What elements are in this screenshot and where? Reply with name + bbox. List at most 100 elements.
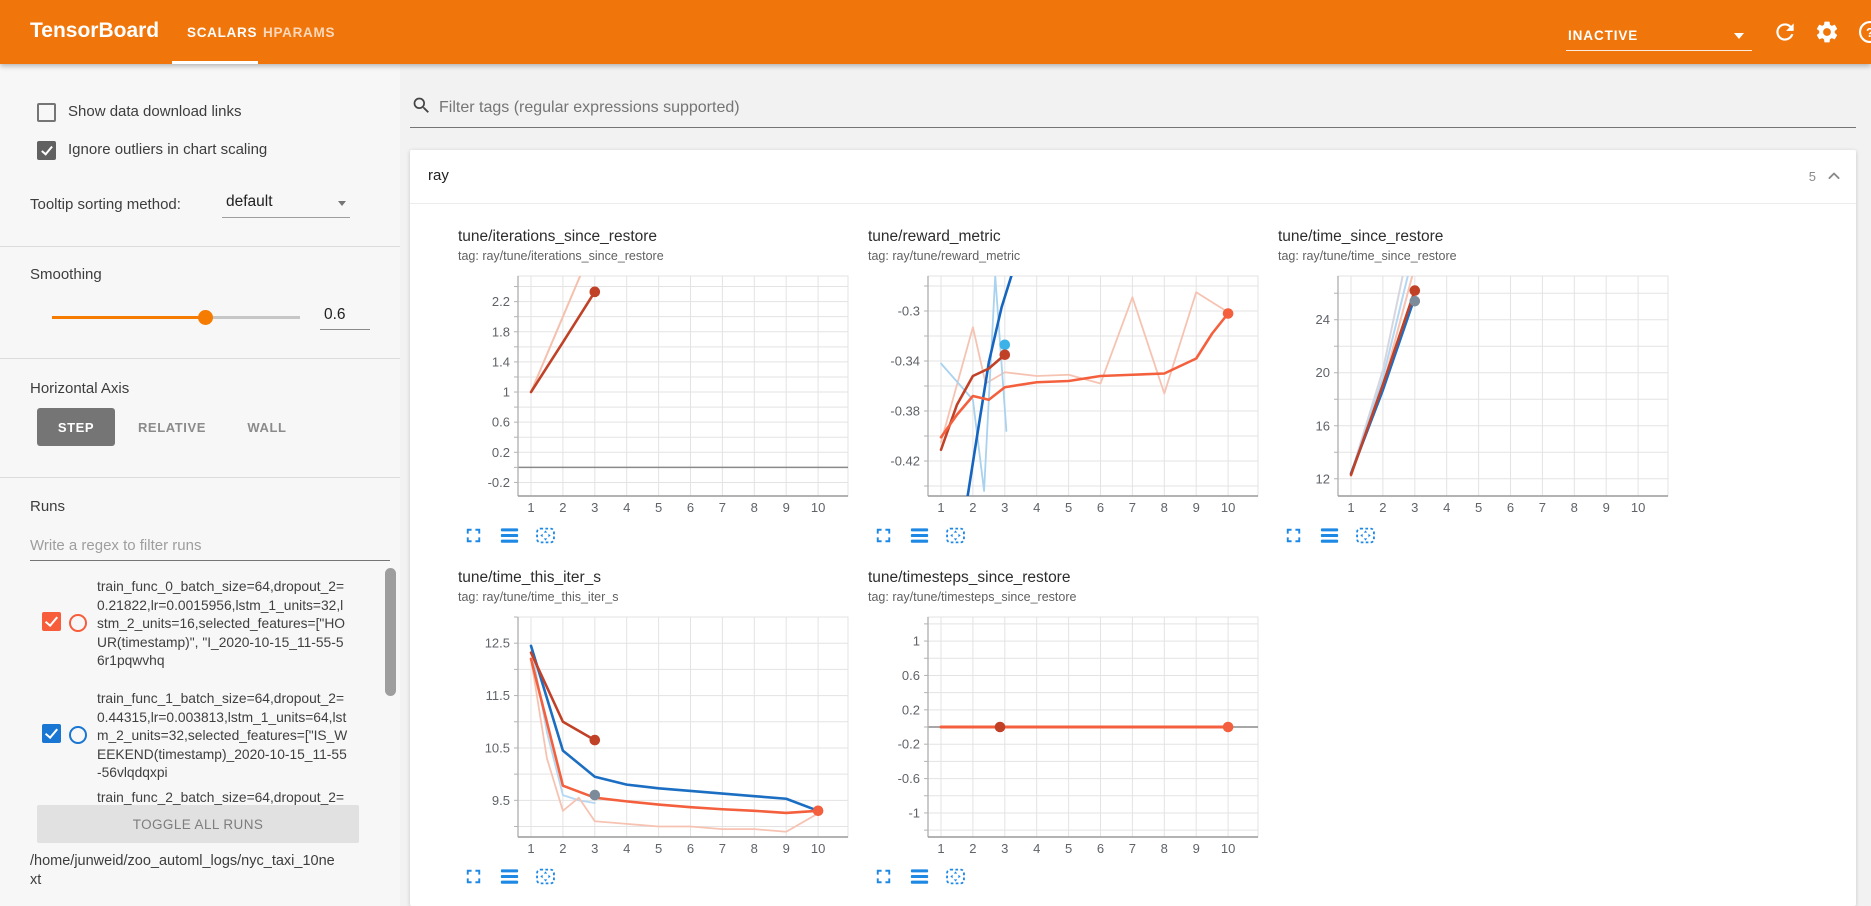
series-line [1350, 276, 1404, 476]
data-point-dot [812, 805, 824, 817]
svg-text:7: 7 [1539, 500, 1546, 515]
fit-domain-icon[interactable] [534, 865, 557, 888]
smoothing-slider[interactable] [52, 310, 300, 325]
refresh-icon[interactable] [1772, 19, 1798, 45]
svg-text:6: 6 [1097, 841, 1104, 856]
tooltip-sorting-select[interactable]: default [222, 190, 350, 218]
series-line [529, 290, 597, 394]
chart-plot[interactable]: 2.2 1.8 1.4 1 0.6 0.2 -0.2 1 2 3 4 5 6 7 8 9 10 [458, 274, 850, 516]
data-point-dot [999, 339, 1011, 351]
chevron-up-icon[interactable] [1824, 166, 1844, 186]
axis-step-button[interactable]: STEP [37, 408, 115, 446]
gear-icon[interactable] [1814, 19, 1840, 45]
data-point-dot [1222, 721, 1234, 733]
fullscreen-icon[interactable] [1282, 524, 1305, 547]
series-line [529, 657, 820, 815]
chart-toolbar [872, 865, 1260, 888]
svg-text:10: 10 [1221, 500, 1235, 515]
toggle-all-runs-button[interactable]: TOGGLE ALL RUNS [37, 805, 359, 843]
chart-title: tune/time_this_iter_s [458, 569, 602, 586]
ignore-outliers-checkbox[interactable] [37, 141, 56, 160]
chart-plot[interactable]: 12.5 11.5 10.5 9.5 1 2 3 4 5 6 7 8 9 10 [458, 615, 850, 857]
svg-text:5: 5 [1065, 500, 1072, 515]
horizontal-bars-icon[interactable] [908, 865, 931, 888]
divider [0, 477, 400, 478]
svg-text:20: 20 [1316, 365, 1330, 380]
chart-tag: tag: ray/tune/time_this_iter_s [458, 590, 619, 604]
horizontal-bars-icon[interactable] [498, 865, 521, 888]
run-label[interactable]: train_func_0_batch_size=64,dropout_2=0.2… [97, 579, 346, 669]
svg-text:0.2: 0.2 [492, 445, 510, 460]
svg-text:9: 9 [1603, 500, 1610, 515]
fullscreen-icon[interactable] [872, 865, 895, 888]
fullscreen-icon[interactable] [462, 524, 485, 547]
charts-grid: tune/iterations_since_restore tag: ray/tu… [410, 204, 1856, 898]
fit-domain-icon[interactable] [944, 524, 967, 547]
show-download-links-label: Show data download links [68, 103, 242, 120]
svg-text:3: 3 [1001, 500, 1008, 515]
tab-scalars[interactable]: SCALARS [187, 25, 258, 40]
svg-text:6: 6 [1097, 500, 1104, 515]
run-label[interactable]: train_func_1_batch_size=64,dropout_2=0.4… [97, 691, 348, 781]
status-value: INACTIVE [1568, 28, 1639, 43]
run-radio[interactable] [69, 614, 87, 632]
chart-plot[interactable]: -0.3 -0.34 -0.38 -0.42 1 2 3 4 5 6 7 8 9 10 [868, 274, 1260, 516]
svg-text:5: 5 [1065, 841, 1072, 856]
slider-thumb[interactable] [198, 310, 213, 325]
svg-text:7: 7 [1129, 841, 1136, 856]
help-icon[interactable]: ? [1857, 19, 1871, 45]
fullscreen-icon[interactable] [462, 865, 485, 888]
chart-plot[interactable]: 24 20 16 12 1 2 3 4 5 6 7 8 9 10 [1278, 274, 1670, 516]
chart-tag: tag: ray/tune/timesteps_since_restore [868, 590, 1077, 604]
svg-text:1.4: 1.4 [492, 354, 510, 369]
svg-text:-1: -1 [908, 805, 920, 820]
slider-track [205, 316, 300, 319]
fit-domain-icon[interactable] [944, 865, 967, 888]
fullscreen-icon[interactable] [872, 524, 895, 547]
svg-text:24: 24 [1316, 312, 1330, 327]
chart-svg: -0.3 -0.34 -0.38 -0.42 1 2 3 4 5 6 7 8 9 10 [890, 275, 1259, 515]
svg-text:7: 7 [719, 841, 726, 856]
svg-text:9.5: 9.5 [492, 793, 510, 808]
svg-text:8: 8 [751, 841, 758, 856]
chart-toolbar [872, 524, 1260, 547]
chart-plot[interactable]: 1 0.6 0.2 -0.2 -0.6 -1 1 2 3 4 5 6 7 8 9 10 [868, 615, 1260, 857]
divider [0, 358, 400, 359]
ray-section-card: ray 5 tune/iterations_since_restore tag: … [410, 150, 1856, 906]
run-row: train_func_0_batch_size=64,dropout_2=0.2… [30, 576, 362, 672]
smoothing-value-input[interactable] [320, 302, 370, 330]
data-point-dot [994, 721, 1006, 733]
chart-card: tune/time_this_iter_s tag: ray/tune/time_… [440, 557, 850, 888]
chart-title: tune/time_since_restore [1278, 228, 1444, 245]
axis-relative-button[interactable]: RELATIVE [137, 419, 207, 435]
svg-text:4: 4 [623, 841, 630, 856]
run-radio[interactable] [69, 726, 87, 744]
svg-text:3: 3 [591, 500, 598, 515]
fit-domain-icon[interactable] [1354, 524, 1377, 547]
show-download-links-checkbox[interactable] [37, 103, 56, 122]
svg-text:1: 1 [527, 500, 534, 515]
data-point-dot [1222, 308, 1234, 319]
tag-filter-input[interactable] [437, 93, 1441, 123]
run-label[interactable]: train_func_2_batch_size=64,dropout_2= [97, 790, 345, 805]
svg-text:10: 10 [1631, 500, 1645, 515]
run-checkbox[interactable] [42, 612, 61, 631]
chevron-down-icon [1734, 33, 1744, 44]
axis-wall-button[interactable]: WALL [247, 419, 287, 435]
svg-text:1: 1 [937, 500, 944, 515]
run-checkbox[interactable] [42, 724, 61, 743]
svg-text:8: 8 [751, 500, 758, 515]
settings-sidebar: Show data download links Ignore outliers… [0, 64, 400, 906]
horizontal-bars-icon[interactable] [498, 524, 521, 547]
status-dropdown[interactable]: INACTIVE [1566, 20, 1752, 51]
tab-hparams[interactable]: HPARAMS [263, 25, 336, 40]
chart-svg: 1 0.6 0.2 -0.2 -0.6 -1 1 2 3 4 5 6 7 8 9 10 [898, 616, 1259, 856]
ray-section-header[interactable]: ray 5 [410, 150, 1856, 204]
fit-domain-icon[interactable] [534, 524, 557, 547]
horizontal-bars-icon[interactable] [1318, 524, 1341, 547]
horizontal-bars-icon[interactable] [908, 524, 931, 547]
tooltip-sorting-label: Tooltip sorting method: [30, 196, 181, 213]
runs-scrollbar[interactable] [385, 568, 396, 696]
runs-filter-input[interactable] [30, 530, 390, 561]
